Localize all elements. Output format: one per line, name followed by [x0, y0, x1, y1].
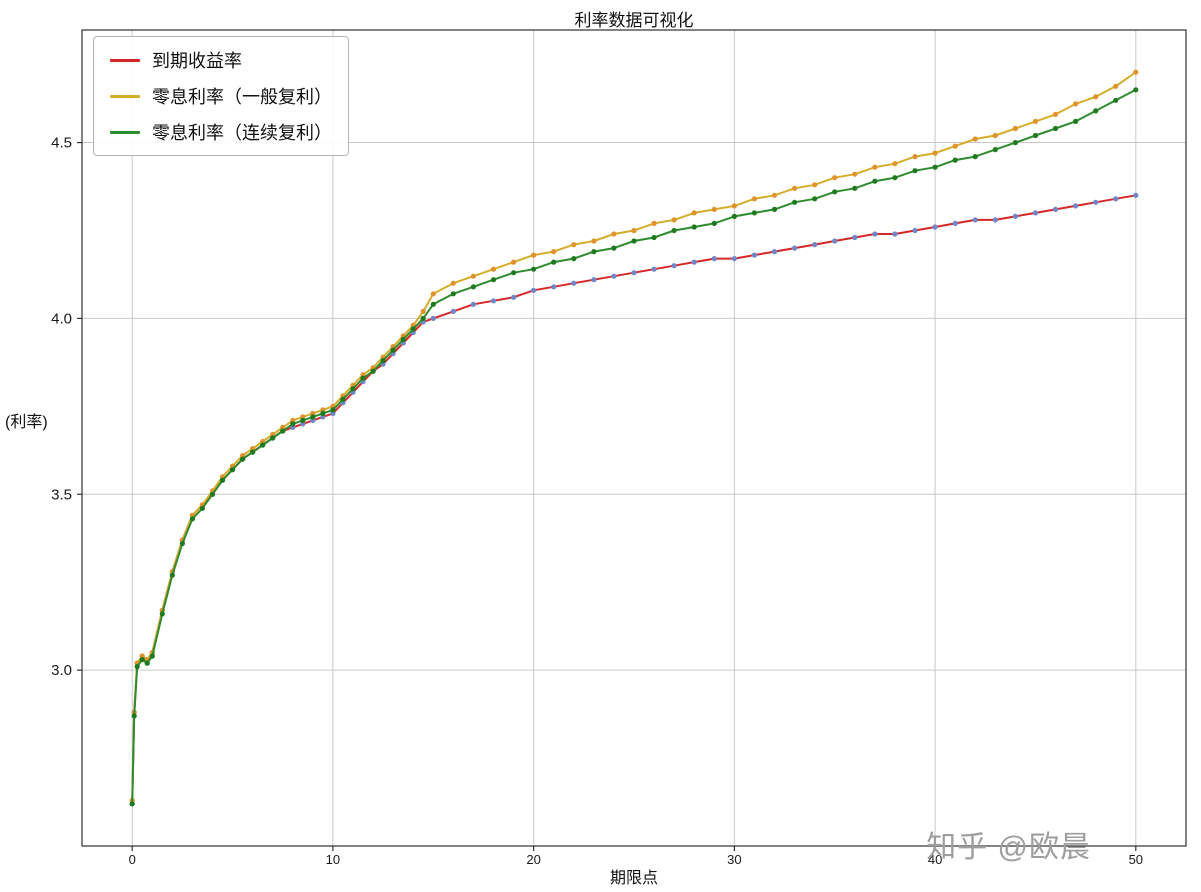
x-axis-label: 期限点	[609, 870, 658, 887]
svg-text:50: 50	[1129, 852, 1143, 867]
svg-text:40: 40	[928, 852, 942, 867]
legend-label-ytm: 到期收益率	[152, 51, 242, 71]
svg-text:3.0: 3.0	[51, 662, 72, 679]
legend-item-ytm: 到期收益率	[110, 47, 332, 73]
svg-text:10: 10	[326, 852, 340, 867]
zero-continuous-line-swatch	[110, 130, 140, 134]
svg-text:20: 20	[526, 852, 540, 867]
legend-label-zero-general: 零息利率（一般复利）	[152, 87, 332, 107]
chart-title: 利率数据可视化	[574, 11, 694, 30]
ytm-line-swatch	[110, 58, 140, 62]
svg-text:3.5: 3.5	[51, 486, 72, 503]
svg-text:4.0: 4.0	[51, 310, 72, 327]
watermark: 知乎 @欧晨	[926, 831, 1091, 864]
legend-item-zero-general: 零息利率（一般复利）	[110, 83, 332, 109]
legend-label-zero-continuous: 零息利率（连续复利）	[152, 123, 332, 143]
y-axis-label: (利率)	[5, 414, 48, 431]
svg-text:30: 30	[727, 852, 741, 867]
legend-item-zero-continuous: 零息利率（连续复利）	[110, 119, 332, 145]
zero-general-line-swatch	[110, 94, 140, 98]
svg-text:0: 0	[129, 852, 136, 867]
legend: 到期收益率 零息利率（一般复利） 零息利率（连续复利）	[93, 36, 349, 156]
svg-text:4.5: 4.5	[51, 135, 72, 152]
